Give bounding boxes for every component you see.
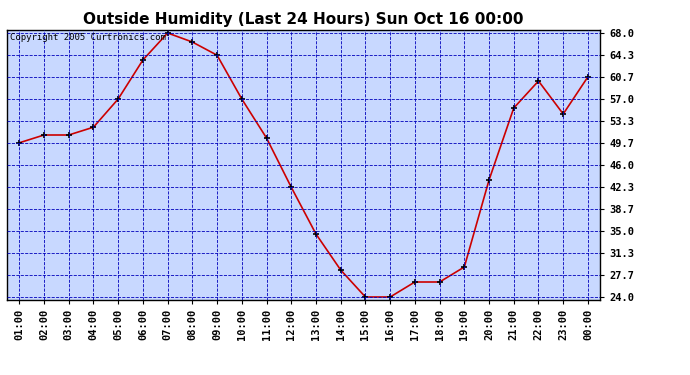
Text: Copyright 2005 Curtronics.com: Copyright 2005 Curtronics.com bbox=[10, 33, 166, 42]
Title: Outside Humidity (Last 24 Hours) Sun Oct 16 00:00: Outside Humidity (Last 24 Hours) Sun Oct… bbox=[83, 12, 524, 27]
